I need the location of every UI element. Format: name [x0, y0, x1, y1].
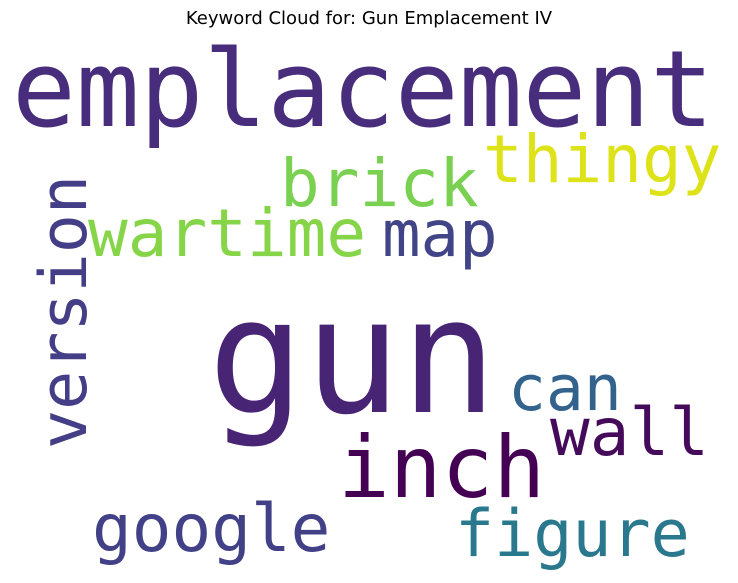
chart-title: Keyword Cloud for: Gun Emplacement IV [186, 8, 553, 29]
word: version [27, 175, 102, 449]
word: inch [338, 418, 545, 518]
word: emplacement [12, 28, 714, 151]
word: thingy [483, 121, 721, 198]
word: map [382, 198, 498, 272]
word: brick [280, 145, 479, 222]
word: gun [208, 263, 497, 450]
word: figure [455, 497, 690, 572]
word: wall [550, 394, 709, 471]
word: can [508, 352, 622, 425]
word: google [92, 490, 330, 567]
word: wartime [88, 195, 366, 272]
